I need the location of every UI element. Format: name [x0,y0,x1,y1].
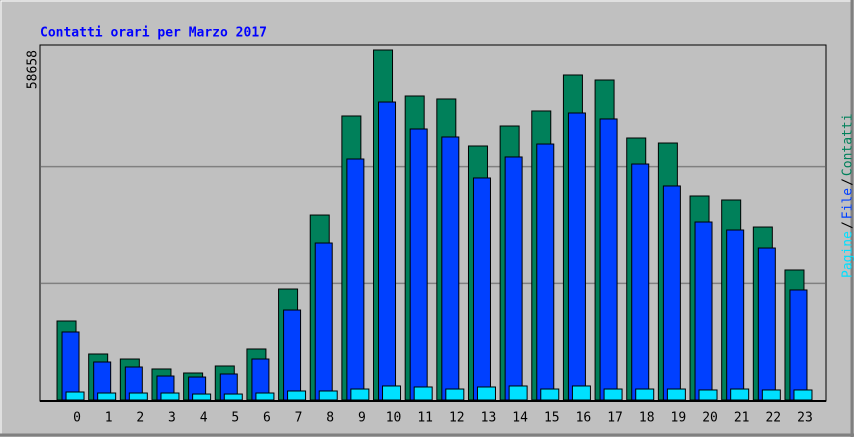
legend: Pagine / File / Contatti [841,113,854,278]
x-tick-label: 14 [512,411,528,426]
bar [160,392,180,401]
bar [223,393,243,401]
x-tick-label: 16 [576,411,592,426]
bar [318,390,338,401]
bar [666,388,686,401]
bar [287,390,307,401]
x-tick-label: 4 [200,411,208,426]
legend-separator: / [841,221,854,229]
bar [314,242,333,401]
chart-title: Contatti orari per Marzo 2017 [40,26,267,41]
x-tick-label: 6 [263,411,271,426]
legend-entry: Contatti [841,113,854,176]
legend-entry: Pagine [841,231,854,278]
bar [382,385,402,401]
bar [409,128,428,401]
bar [504,156,523,401]
bar [413,386,433,401]
bar [603,388,623,401]
x-tick-label: 2 [136,411,144,426]
bar [255,392,275,401]
bar [761,389,781,401]
bar [65,391,85,401]
bar [730,388,750,401]
bar [192,393,212,401]
bar [789,289,808,401]
bar [445,388,465,401]
bar [571,385,591,401]
x-tick-label: 21 [734,411,750,426]
x-tick-label: 10 [386,411,402,426]
bar [698,389,718,401]
bar [476,386,496,401]
bar [694,221,713,401]
x-tick-label: 8 [326,411,334,426]
bar [61,331,80,401]
bar [128,392,148,401]
bar [599,118,618,401]
legend-entry: File [841,188,854,219]
x-tick-label: 18 [639,411,655,426]
x-tick-label: 1 [105,411,113,426]
bar [472,177,491,401]
x-tick-label: 12 [449,411,465,426]
bar [283,309,302,401]
bar [508,385,528,401]
x-tick-label: 20 [702,411,718,426]
bar [350,388,370,401]
bar [346,158,365,401]
legend-separator: / [841,178,854,186]
x-tick-label: 7 [295,411,303,426]
bar [441,136,460,401]
x-tick-label: 11 [417,411,433,426]
bar [793,389,813,401]
bar [726,229,745,401]
y-tick-label: 58658 [26,50,41,89]
bar [540,388,560,401]
x-tick-label: 19 [671,411,687,426]
x-tick-label: 5 [231,411,239,426]
x-tick-label: 0 [73,411,81,426]
x-tick-label: 22 [765,411,781,426]
bar [631,163,650,401]
bar [378,101,397,401]
x-tick-label: 23 [797,411,813,426]
bar [662,185,681,401]
bar [757,247,776,401]
bar [97,392,117,401]
bar [635,388,655,401]
x-tick-label: 9 [358,411,366,426]
x-tick-label: 3 [168,411,176,426]
x-tick-label: 15 [544,411,560,426]
bar [567,112,586,401]
x-tick-label: 13 [481,411,497,426]
x-tick-label: 17 [607,411,623,426]
bar [536,143,555,401]
